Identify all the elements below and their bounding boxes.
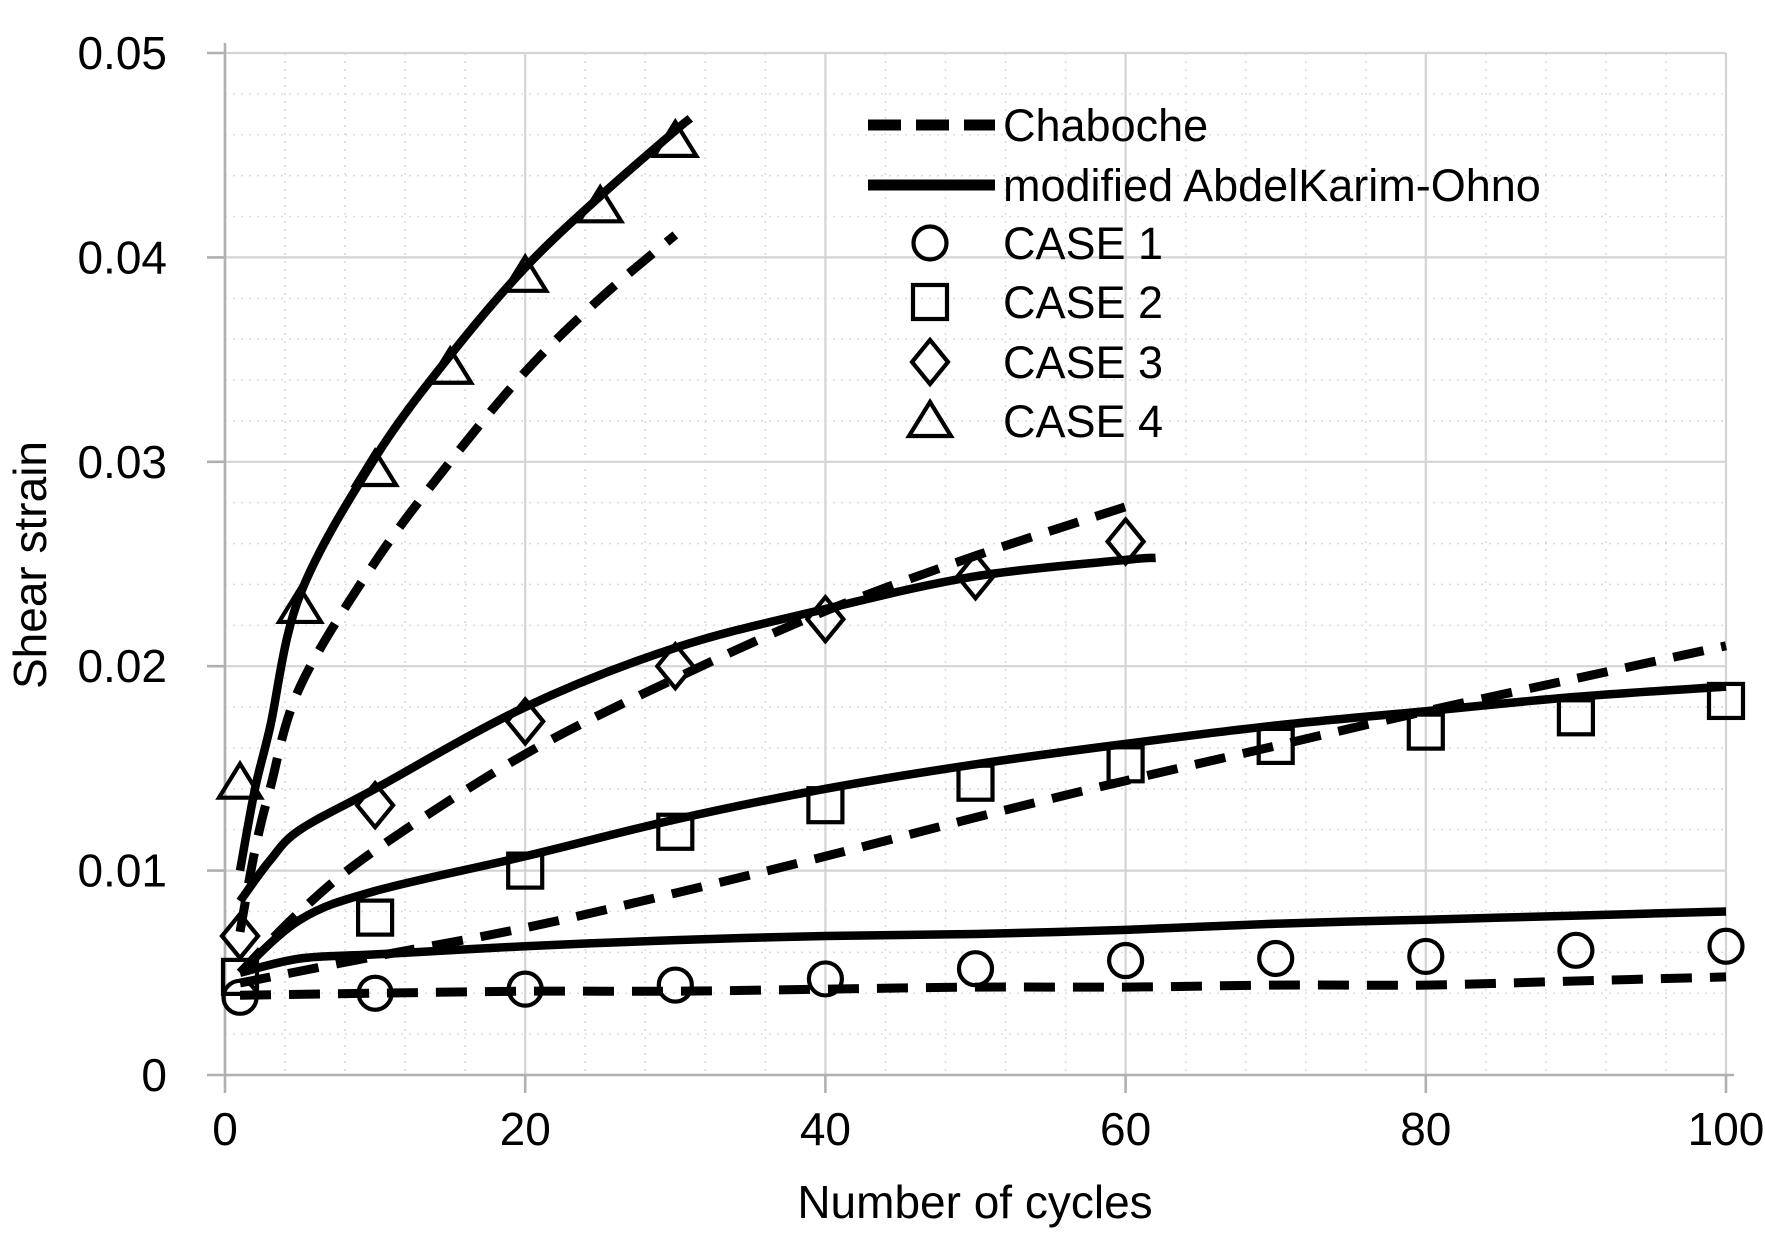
tick-label-layer: 0 0.01 0.02 0.03 0.04 0.05 0 20 40 60 80 100: [77, 27, 1764, 1155]
x-tick-label: 40: [800, 1103, 851, 1155]
circle-marker: [506, 970, 544, 1008]
series-case-4: [215, 117, 701, 800]
curve-chaboche---case-4: [235, 231, 679, 933]
legend-label: Chaboche: [1003, 100, 1208, 151]
diamond-marker: [654, 640, 697, 692]
axis-layer: [207, 43, 1734, 1093]
legend-item-dashed: Chaboche: [868, 100, 1208, 151]
y-tick-label: 0: [141, 1049, 167, 1101]
series-case-3: [219, 516, 1147, 962]
y-tick-label: 0.01: [77, 845, 167, 897]
legend-label: modified AbdelKarim-Ohno: [1003, 160, 1541, 211]
square-marker: [656, 812, 695, 851]
legend-item-circle: CASE 1: [911, 218, 1163, 269]
x-tick-label: 60: [1100, 1103, 1151, 1155]
circle-marker: [221, 978, 259, 1016]
y-tick-label: 0.03: [77, 436, 167, 488]
square-marker: [806, 786, 845, 825]
circle-marker: [656, 966, 694, 1004]
triangle-marker: [575, 183, 626, 224]
circle-marker: [911, 224, 949, 262]
circle-marker: [1106, 941, 1145, 980]
legend-label: CASE 3: [1003, 337, 1163, 388]
x-tick-label: 20: [500, 1103, 551, 1155]
y-tick-label: 0.05: [77, 27, 167, 79]
square-marker: [356, 898, 395, 937]
circle-marker: [1407, 937, 1445, 976]
diamond-marker: [219, 910, 261, 962]
square-marker: [1406, 712, 1445, 751]
diamond-marker: [954, 550, 997, 602]
legend-label: CASE 1: [1003, 218, 1163, 269]
legend-item-triangle: CASE 4: [905, 396, 1163, 447]
circle-marker: [956, 950, 995, 988]
curve-chaboche---case-2: [239, 641, 1727, 988]
circle-marker: [1707, 927, 1745, 965]
triangle-marker: [350, 446, 400, 488]
curve-modified-abdelkarim-ohno---case-3: [236, 553, 1156, 904]
legend-item-solid: modified AbdelKarim-Ohno: [868, 160, 1541, 211]
series-case-1: [221, 927, 1745, 1016]
circle-marker: [1257, 939, 1295, 978]
y-tick-label: 0.04: [77, 231, 167, 283]
y-axis-title: Shear strain: [4, 441, 56, 689]
triangle-marker: [500, 252, 550, 293]
diamond-marker: [1104, 516, 1147, 567]
square-marker: [1706, 681, 1746, 721]
x-axis-title: Number of cycles: [797, 1176, 1152, 1228]
y-tick-label: 0.02: [77, 640, 167, 692]
circle-marker: [356, 974, 394, 1012]
legend-item-diamond: CASE 3: [909, 336, 1163, 388]
x-tick-label: 0: [212, 1103, 238, 1155]
square-marker: [1256, 726, 1295, 766]
square-marker: [1556, 698, 1596, 737]
circle-marker: [806, 960, 845, 998]
diamond-marker: [504, 696, 546, 747]
diamond-marker: [909, 336, 951, 388]
curve-modified-abdelkarim-ohno---case-2: [237, 682, 1727, 976]
legend: Chaboche modified AbdelKarim-Ohno CASE 1 CA…: [868, 100, 1541, 447]
x-tick-label: 80: [1400, 1103, 1451, 1155]
triangle-marker: [215, 759, 265, 800]
circle-marker: [1557, 931, 1595, 969]
x-tick-label: 100: [1688, 1103, 1765, 1155]
curve-modified-abdelkarim-ohno---case-1: [238, 907, 1727, 977]
triangle-marker: [425, 344, 475, 385]
triangle-marker: [275, 583, 325, 625]
legend-label: CASE 4: [1003, 396, 1163, 447]
curve-modified-abdelkarim-ohno---case-4: [235, 115, 694, 872]
diamond-marker: [354, 779, 396, 831]
square-marker: [956, 763, 995, 802]
legend-item-square: CASE 2: [910, 277, 1163, 328]
triangle-marker: [905, 398, 955, 439]
diamond-marker: [804, 593, 847, 645]
square-marker: [910, 282, 950, 322]
curve-chaboche---case-1: [239, 972, 1727, 1000]
curve-chaboche---case-3: [236, 502, 1127, 976]
triangle-marker: [650, 117, 701, 158]
square-marker: [506, 851, 545, 890]
legend-label: CASE 2: [1003, 277, 1163, 328]
square-marker: [1106, 745, 1145, 784]
series-layer: [215, 115, 1746, 1016]
